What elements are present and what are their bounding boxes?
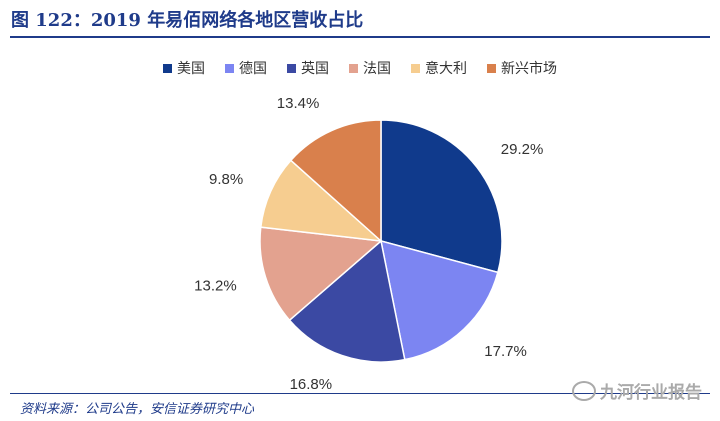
slice-label: 13.4% [277, 95, 320, 112]
legend-label: 法国 [363, 61, 391, 77]
legend-label: 美国 [177, 61, 205, 77]
pie-slice [289, 119, 382, 243]
source-note: 资料来源：公司公告，安信证券研究中心 [20, 402, 255, 417]
pie-slice [380, 239, 499, 361]
chart-title: 图 122：2019 年易佰网络各地区营收占比 [11, 10, 364, 31]
legend-swatch [163, 63, 172, 73]
legend-swatch [411, 63, 420, 73]
legend-label: 德国 [239, 61, 267, 77]
legend-label: 英国 [301, 61, 329, 77]
legend: 美国 德国 英国 法国 意大利 新兴市场 [0, 58, 720, 78]
pie-slice [259, 159, 384, 243]
slice-label: 29.2% [501, 141, 544, 158]
legend-item: 德国 [225, 58, 267, 78]
slice-label: 16.8% [290, 376, 333, 393]
legend-swatch [287, 63, 296, 73]
legend-swatch [225, 63, 234, 73]
slice-label: 13.2% [194, 278, 237, 295]
pie-slice [288, 239, 406, 363]
legend-item: 新兴市场 [487, 58, 557, 78]
slice-label: 17.7% [484, 343, 527, 360]
legend-label: 新兴市场 [501, 61, 557, 77]
wechat-icon [572, 380, 596, 401]
legend-item: 英国 [287, 58, 329, 78]
pie-slice [380, 119, 503, 274]
source-rule [10, 393, 710, 394]
legend-item: 意大利 [411, 58, 467, 78]
watermark: 九河行业报告 [572, 378, 702, 403]
legend-swatch [349, 63, 358, 73]
legend-item: 美国 [163, 58, 205, 78]
title-rule [10, 36, 710, 38]
watermark-text: 九河行业报告 [600, 383, 702, 403]
pie-slice [259, 226, 383, 322]
legend-swatch [487, 63, 496, 73]
legend-item: 法国 [349, 58, 391, 78]
legend-label: 意大利 [425, 61, 467, 77]
slice-label: 9.8% [209, 171, 243, 188]
